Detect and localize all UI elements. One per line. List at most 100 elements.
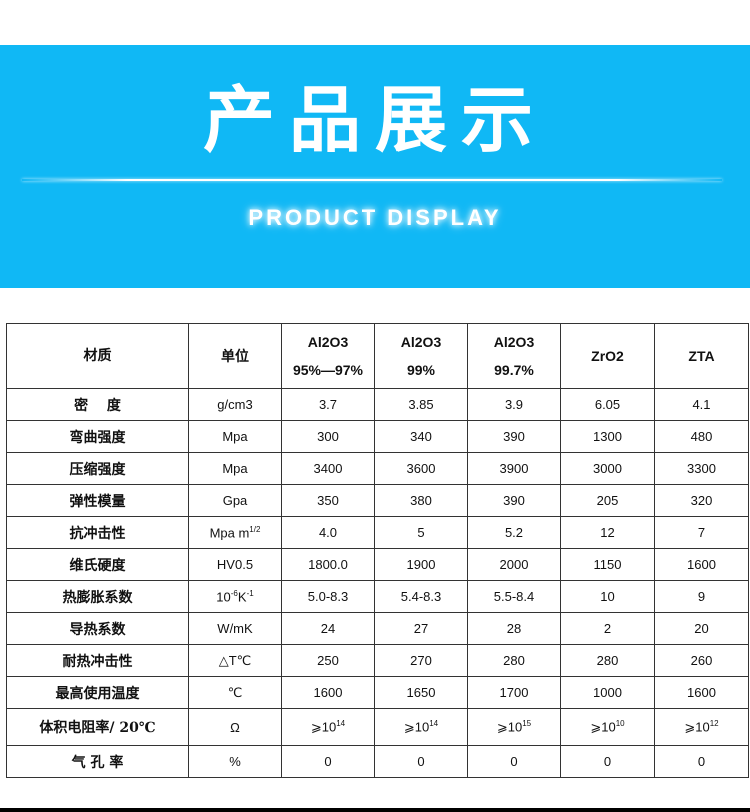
cell-text: %: [229, 754, 241, 769]
value-cell: 300: [281, 420, 375, 453]
value-cell: 1600: [281, 676, 375, 709]
header-text: 99.7%: [494, 362, 534, 378]
table-row: 弹性模量 Gpa 350 380 390 205 320: [6, 484, 749, 517]
cell-text: 20: [694, 621, 709, 636]
cell-text: 维氏硬度: [69, 557, 126, 574]
unit-cell: △T℃: [188, 644, 282, 677]
cell-text: 3900: [499, 461, 529, 476]
value-cell: 5: [374, 516, 468, 549]
value-cell: 24: [281, 612, 375, 645]
value-cell: ⩾1012: [654, 708, 749, 746]
value-cell: 5.2: [467, 516, 561, 549]
cell-text: ⩾10: [684, 719, 710, 735]
cell-text: Mpa: [222, 461, 248, 476]
table-row: 耐热冲击性 △T℃ 250 270 280 280 260: [6, 644, 749, 677]
property-name: 压缩强度: [6, 452, 189, 485]
header-cell: Al2O3 95%—97%: [281, 323, 375, 389]
cell-text: 2000: [499, 557, 529, 572]
value-cell: 4.1: [654, 388, 749, 421]
value-cell: 3300: [654, 452, 749, 485]
unit-cell: Mpa: [188, 420, 282, 453]
header-text: Al2O3: [400, 334, 442, 350]
cell-text: 5.0-8.3: [307, 589, 349, 604]
cell-text: 205: [596, 493, 619, 508]
value-cell: 9: [654, 580, 749, 613]
cell-text: 气 孔 率: [71, 754, 124, 771]
value-cell: 350: [281, 484, 375, 517]
cell-text: 3300: [687, 461, 716, 476]
cell-text: 0: [510, 754, 518, 769]
cell-text: 2: [603, 621, 612, 636]
header-text: ZrO2: [591, 348, 624, 364]
cell-text: 抗冲击性: [69, 525, 126, 542]
header-text: 单位: [221, 348, 249, 364]
unit-cell: g/cm3: [188, 388, 282, 421]
value-cell: 3400: [281, 452, 375, 485]
cell-text: Ω: [230, 719, 240, 735]
table-row: 压缩强度 Mpa 3400 3600 3900 3000 3300: [6, 452, 749, 485]
unit-cell: Ω: [188, 708, 282, 746]
cell-text: K: [237, 589, 247, 605]
cell-text: 270: [410, 653, 432, 668]
value-cell: 205: [560, 484, 655, 517]
cell-text: 5: [417, 525, 425, 540]
value-cell: 1000: [560, 676, 655, 709]
cell-text: 10: [216, 589, 231, 605]
cell-text: 1700: [499, 685, 529, 700]
value-cell: 7: [654, 516, 749, 549]
cell-text: 6.05: [594, 397, 621, 412]
property-name: 弯曲强度: [6, 420, 189, 453]
cell-text: 9: [697, 589, 706, 604]
value-cell: 1150: [560, 548, 655, 581]
header-text: 99%: [406, 362, 436, 378]
unit-cell: ℃: [188, 676, 282, 709]
cell-text: 3600: [406, 461, 436, 476]
value-cell: 280: [467, 644, 561, 677]
cell-text: 280: [503, 653, 525, 668]
unit-cell: Gpa: [188, 484, 282, 517]
property-name: 抗冲击性: [6, 516, 189, 549]
property-name: 热膨胀系数: [6, 580, 189, 613]
cell-text: HV0.5: [216, 557, 254, 572]
property-name: 最高使用温度: [6, 676, 189, 709]
header-text: Al2O3: [493, 334, 535, 350]
cell-text: 480: [690, 429, 713, 444]
table-row: 抗冲击性 Mpa m1/2 4.0 5 5.2 12 7: [6, 516, 749, 549]
cell-text: 密 度: [74, 397, 121, 414]
value-cell: 1700: [467, 676, 561, 709]
cell-text: 弹性模量: [69, 493, 126, 510]
cell-text: 300: [317, 429, 339, 444]
cell-text: 0: [417, 754, 425, 769]
unit-cell: 10-6K-1: [188, 580, 282, 613]
cell-text: 3.9: [504, 397, 524, 412]
value-cell: 0: [374, 745, 468, 778]
value-cell: 2: [560, 612, 655, 645]
value-cell: 1900: [374, 548, 468, 581]
value-cell: 20: [654, 612, 749, 645]
value-cell: 1300: [560, 420, 655, 453]
cell-text: 280: [596, 653, 619, 668]
property-name: 弹性模量: [6, 484, 189, 517]
cell-text: 1600: [313, 685, 343, 700]
banner-title: 产品展示: [202, 77, 547, 162]
value-cell: 390: [467, 484, 561, 517]
cell-text: 340: [410, 429, 432, 444]
cell-text: 12: [600, 525, 615, 540]
table-row: 弯曲强度 Mpa 300 340 390 1300 480: [6, 420, 749, 453]
cell-text: 最高使用温度: [55, 685, 140, 702]
header-text: Al2O3: [307, 334, 349, 350]
cell-text: 10: [600, 589, 615, 604]
cell-text: ⩾10: [590, 719, 616, 735]
value-cell: 3000: [560, 452, 655, 485]
value-cell: ⩾1014: [374, 708, 468, 746]
property-name: 气 孔 率: [6, 745, 189, 778]
value-cell: 3.9: [467, 388, 561, 421]
header-cell: ZTA: [654, 323, 749, 389]
unit-cell: Mpa: [188, 452, 282, 485]
value-cell: 480: [654, 420, 749, 453]
cell-text: 1800.0: [308, 557, 348, 572]
value-cell: 1600: [654, 676, 749, 709]
cell-text: 390: [503, 429, 525, 444]
cell-text: 热膨胀系数: [62, 589, 133, 606]
cell-text: Mpa m: [209, 525, 250, 541]
